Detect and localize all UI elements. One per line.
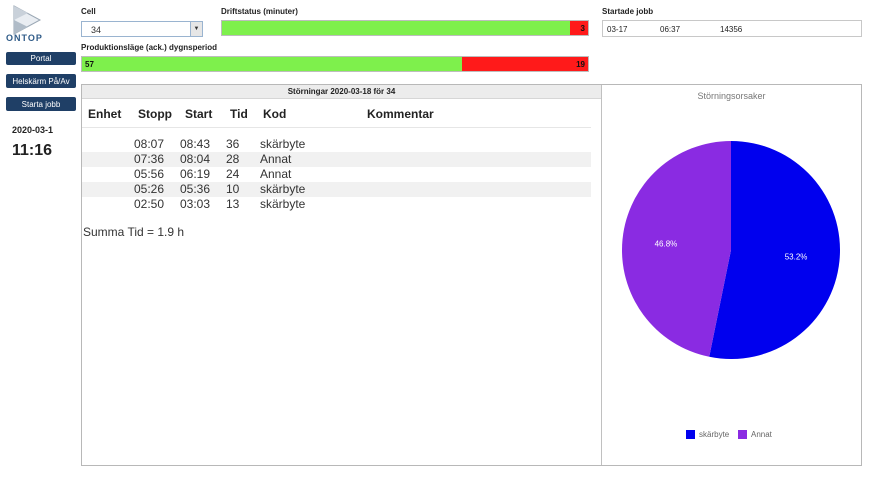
- pie-slice-skärbyte[interactable]: [709, 141, 841, 359]
- cell-label: Cell: [81, 7, 96, 16]
- chevron-down-icon[interactable]: ▼: [190, 22, 202, 36]
- cell-stop: 02:50: [134, 197, 165, 211]
- cell-start: 08:04: [180, 152, 211, 166]
- column-header-start: Start: [185, 107, 213, 121]
- main-panel: Störningar 2020-03-18 för 34 Enhet Stopp…: [81, 84, 862, 466]
- cell-start: 05:36: [180, 182, 211, 196]
- driftstatus-green-segment: [222, 21, 570, 35]
- legend-item[interactable]: skärbyte: [686, 430, 729, 439]
- cell-start: 08:43: [180, 137, 211, 151]
- legend-label: Annat: [751, 430, 772, 439]
- cell-code: Annat: [260, 152, 292, 166]
- table-row: 08:07 08:43 36 skärbyte: [82, 137, 591, 152]
- driftstatus-red-value: 3: [580, 24, 585, 33]
- cell-code: skärbyte: [260, 137, 306, 151]
- disturbances-table: Störningar 2020-03-18 för 34 Enhet Stopp…: [82, 85, 602, 465]
- disturbance-causes-chart: Störningsorsaker 53.2% 46.8% skärbyte Anna…: [602, 85, 861, 465]
- production-red-value: 19: [576, 60, 585, 69]
- cell-start: 03:03: [180, 197, 211, 211]
- legend-item[interactable]: Annat: [738, 430, 772, 439]
- driftstatus-bar: 3: [221, 20, 589, 36]
- started-job-number: 14356: [720, 25, 743, 34]
- column-header-code: Kod: [263, 107, 287, 121]
- cell-time: 10: [226, 182, 240, 196]
- table-row: 02:50 03:03 13 skärbyte: [82, 197, 591, 212]
- column-header-comment: Kommentar: [367, 107, 434, 121]
- current-date: 2020-03-1: [12, 125, 54, 135]
- total-time-summary: Summa Tid = 1.9 h: [83, 225, 185, 239]
- started-job-date: 03-17: [607, 25, 628, 34]
- production-green-segment: 57: [82, 57, 462, 71]
- ontop-logo-icon: [13, 5, 42, 35]
- cell-time: 13: [226, 197, 240, 211]
- started-job-time: 06:37: [660, 25, 681, 34]
- pie-slice-label: 46.8%: [655, 239, 678, 248]
- disturbances-title: Störningar 2020-03-18 för 34: [82, 85, 601, 99]
- table-row: 05:56 06:19 24 Annat: [82, 167, 591, 182]
- cell-time: 28: [226, 152, 240, 166]
- cell-code: skärbyte: [260, 182, 306, 196]
- table-row: 05:26 05:36 10 skärbyte: [82, 182, 591, 197]
- started-jobs-label: Startade jobb: [602, 7, 654, 16]
- production-green-value: 57: [85, 60, 94, 69]
- table-row: 07:36 08:04 28 Annat: [82, 152, 591, 167]
- cell-select-value: 34: [91, 25, 102, 35]
- cell-stop: 05:56: [134, 167, 165, 181]
- production-red-segment: 19: [462, 57, 588, 71]
- cell-start: 06:19: [180, 167, 211, 181]
- cell-code: Annat: [260, 167, 292, 181]
- brand-name: ONTOP: [6, 33, 43, 43]
- header-divider: [82, 127, 591, 128]
- column-header-unit: Enhet: [88, 107, 122, 121]
- legend-swatch: [686, 430, 695, 439]
- started-jobs-box: 03-17 06:37 14356: [602, 20, 862, 37]
- cell-stop: 05:26: [134, 182, 165, 196]
- driftstatus-label: Driftstatus (minuter): [221, 7, 298, 16]
- legend-label: skärbyte: [699, 430, 730, 439]
- production-label: Produktionsläge (ack.) dygnsperiod: [81, 43, 218, 52]
- driftstatus-red-segment: 3: [570, 21, 588, 35]
- column-header-stop: Stopp: [138, 107, 172, 121]
- chart-title: Störningsorsaker: [697, 91, 766, 101]
- column-header-time: Tid: [230, 107, 248, 121]
- pie-chart: 53.2% 46.8%: [622, 141, 841, 359]
- cell-select[interactable]: 34 ▼: [81, 21, 203, 37]
- cell-stop: 07:36: [134, 152, 165, 166]
- start-job-button[interactable]: Starta jobb: [6, 97, 76, 111]
- current-time: 11:16: [12, 142, 53, 159]
- cell-time: 36: [226, 137, 240, 151]
- legend-swatch: [738, 430, 747, 439]
- fullscreen-toggle-button[interactable]: Helskärm På/Av: [6, 74, 76, 88]
- cell-code: skärbyte: [260, 197, 306, 211]
- pie-slice-label: 53.2%: [785, 253, 808, 262]
- production-bar: 57 19: [81, 56, 589, 72]
- portal-button[interactable]: Portal: [6, 52, 76, 65]
- cell-time: 24: [226, 167, 240, 181]
- pie-slice-annat[interactable]: [622, 141, 731, 357]
- cell-stop: 08:07: [134, 137, 165, 151]
